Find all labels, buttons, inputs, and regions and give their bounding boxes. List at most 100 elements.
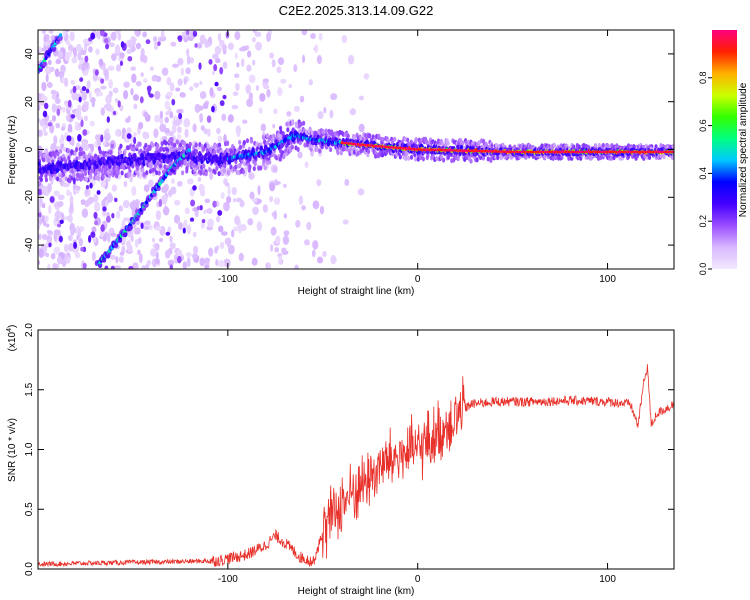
spectrogram-cell — [77, 51, 82, 61]
spectrogram-cell — [41, 30, 47, 35]
spectrogram-cell — [127, 55, 133, 62]
spectrogram-cell — [79, 77, 84, 82]
spectrogram-cell — [158, 199, 163, 207]
spectrogram-cell — [206, 115, 212, 124]
spectrogram-cell — [299, 121, 303, 127]
spectrogram-cell — [304, 161, 309, 169]
spectrogram-cell — [257, 199, 262, 204]
spectrogram-cell — [189, 31, 194, 39]
spectrogram-cell — [216, 86, 223, 92]
spectrogram-cell — [252, 30, 257, 34]
spectrogram-cell — [223, 201, 230, 212]
spectrogram-cell — [132, 262, 139, 269]
spectrogram-cell — [41, 204, 46, 209]
spectrogram-cell — [127, 172, 131, 178]
spectrogram-cell — [246, 98, 254, 108]
spectrogram-cell — [226, 196, 232, 204]
spectrogram-cell — [206, 143, 210, 149]
spectrogram-cell — [136, 172, 140, 178]
spectrogram-cell — [671, 143, 674, 149]
spectrogram-cell — [89, 174, 93, 180]
spectrogram-cell — [409, 154, 414, 160]
spectrogram-cell — [119, 57, 124, 63]
spectrogram-cell — [63, 243, 69, 253]
spectrogram-cell — [265, 133, 269, 139]
spectrogram-cell — [197, 176, 202, 182]
spectrogram-cell — [162, 206, 170, 216]
spectrogram-cell — [68, 242, 74, 252]
spectrogram-cell — [178, 112, 183, 120]
spectrogram-cell — [93, 193, 99, 203]
snr-series-line — [38, 364, 674, 568]
spectrogram-cell — [330, 93, 338, 101]
spectrogram-cell — [280, 78, 287, 84]
spectrogram-cell — [357, 188, 365, 196]
spectrogram-cell — [342, 219, 349, 225]
spectrogram-cell — [350, 149, 354, 155]
spectrogram-cell — [111, 212, 115, 219]
spectrogram-cell — [671, 150, 674, 154]
spectrogram-cell — [79, 150, 84, 156]
spectrogram-cell — [109, 254, 117, 260]
spectrogram-cell — [82, 246, 87, 253]
spectrogram-cell — [114, 98, 119, 103]
spectrogram-cell — [308, 79, 313, 86]
spectrogram-cell — [55, 122, 61, 129]
spectrogram-cell — [612, 155, 616, 161]
spectrogram-cell — [108, 79, 113, 89]
spectrogram-cell — [208, 167, 212, 173]
spectrogram-cell — [127, 39, 134, 49]
spectrogram-cell — [94, 201, 101, 212]
spectrogram-cell — [551, 155, 555, 161]
spectrogram-cell — [273, 108, 278, 115]
spectrogram-cell — [66, 109, 71, 115]
spectrogram-cell — [138, 237, 142, 244]
spectrogram-cell — [190, 161, 195, 167]
spectrogram-cell — [119, 143, 123, 149]
spectrogram-cell — [138, 253, 143, 264]
spectrogram-cell — [119, 52, 125, 59]
spectrogram-cell — [139, 96, 144, 104]
spectrogram-cell — [68, 44, 74, 52]
spectrogram-cell — [90, 231, 96, 238]
spectrogram-cell — [43, 41, 51, 47]
spectrogram-cell — [77, 134, 82, 142]
spectrogram-cell — [65, 30, 70, 33]
spectrogram-cell — [95, 48, 100, 55]
spectrogram-cell — [261, 134, 266, 140]
colorbar-ticks: 0.0 0.2 0.4 0.6 0.8 — [698, 72, 712, 275]
spectrogram-cell — [169, 264, 173, 269]
spectrogram-cell — [161, 186, 168, 194]
spectrogram-cell — [58, 33, 63, 38]
spectrogram-cell — [176, 108, 183, 114]
spectrogram-cell — [75, 185, 81, 191]
spectrogram-cell — [116, 170, 120, 176]
spectrogram-cell — [252, 206, 259, 215]
spectrogram-cell — [238, 139, 242, 145]
spectrogram-cell — [286, 127, 290, 133]
spectrogram-cell — [276, 66, 282, 74]
spectrogram-cell — [176, 249, 183, 258]
spectrogram-cell — [43, 102, 49, 110]
spectrogram-cell — [168, 190, 173, 196]
spectrogram-cell — [102, 233, 107, 242]
spectrogram-cell — [81, 140, 88, 148]
spectrogram-cell — [222, 94, 227, 100]
spectrogram-cell — [157, 41, 161, 47]
figure-title: C2E2.2025.313.14.09.G22 — [279, 3, 434, 18]
spectrogram-cell — [157, 170, 161, 176]
spectrogram-cell — [76, 173, 80, 179]
spectrogram-cell — [164, 249, 171, 259]
spectrogram-cell — [227, 186, 231, 197]
spectrogram-cell — [203, 143, 208, 149]
spectrogram-cell — [57, 50, 64, 60]
spectrogram-cell — [63, 77, 69, 88]
spectrogram-cell — [496, 155, 500, 161]
spectrogram-cell — [152, 36, 158, 42]
spectrogram-cell — [183, 160, 187, 166]
spectrogram-cell — [442, 157, 446, 163]
spectrogram-cell — [49, 66, 55, 73]
spectrogram-cell — [316, 179, 322, 187]
spectrogram-cell — [217, 142, 222, 148]
